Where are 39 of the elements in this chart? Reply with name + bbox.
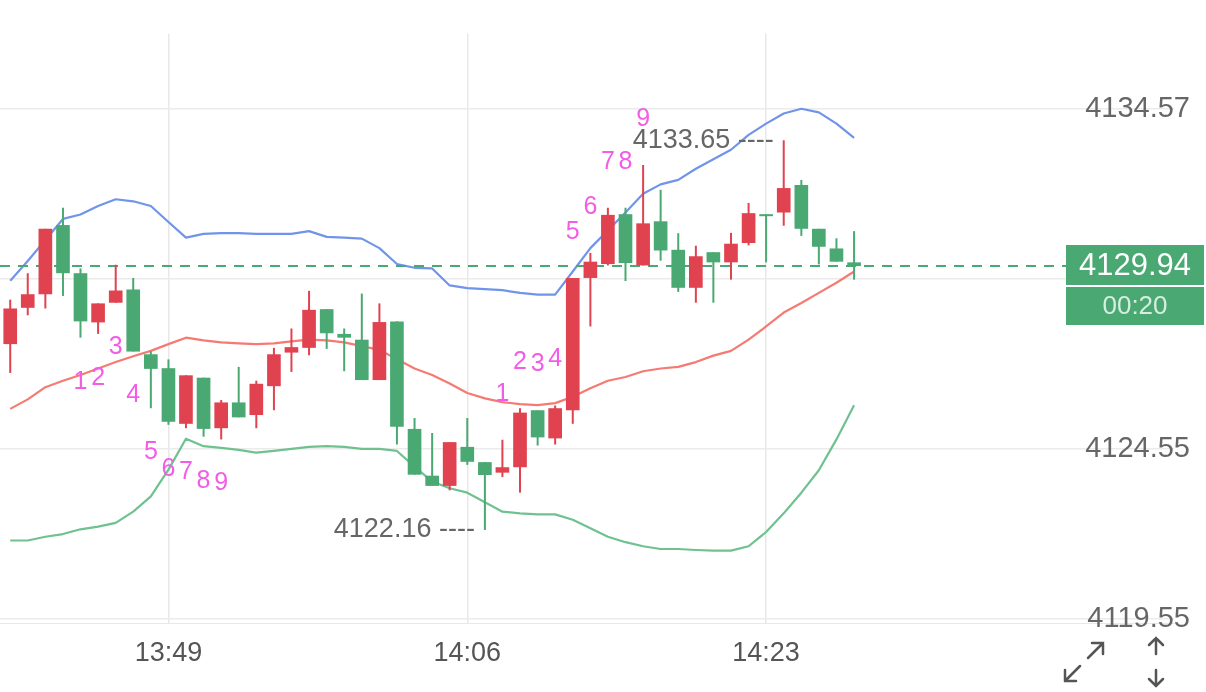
annotation: 8 xyxy=(618,145,633,174)
annotation: 8 xyxy=(196,464,211,493)
candlestick xyxy=(425,431,439,487)
candlestick xyxy=(583,251,598,328)
candlestick xyxy=(759,213,773,264)
candlestick xyxy=(495,438,510,479)
x-tick-label: 13:49 xyxy=(134,637,203,668)
candlestick xyxy=(478,461,492,531)
candlestick xyxy=(108,263,123,304)
candlestick xyxy=(144,350,158,410)
annotation: 00:20 xyxy=(1102,290,1168,321)
y-tick-label: 4134.57 xyxy=(1085,91,1190,124)
candlestick xyxy=(91,302,105,335)
annotation: 9 xyxy=(214,467,229,496)
x-tick-label: 14:23 xyxy=(732,637,800,668)
x-tick-label: 14:06 xyxy=(433,637,502,668)
annotation: 1 xyxy=(495,377,510,406)
annotation: 5 xyxy=(143,436,158,465)
candlestick xyxy=(231,365,246,419)
candlestick xyxy=(337,327,352,373)
annotation: 4122.16 ---- xyxy=(333,513,475,544)
candlestick xyxy=(724,231,738,281)
y-tick-label: 4124.55 xyxy=(1085,430,1190,463)
ref-line-label: 4129.94 xyxy=(1078,246,1192,282)
annotation: 6 xyxy=(583,190,598,219)
annotation: 2 xyxy=(91,361,106,390)
candlestick xyxy=(460,417,475,466)
candlestick xyxy=(284,327,299,373)
candlestick xyxy=(20,272,35,317)
annotation: 5 xyxy=(565,215,580,244)
annotation: 3 xyxy=(530,348,545,377)
annotation: 4 xyxy=(126,379,141,408)
annotation: 7 xyxy=(179,456,193,485)
annotation: 7 xyxy=(600,145,615,174)
y-tick-label: 4119.55 xyxy=(1087,600,1190,633)
annotation: 3 xyxy=(108,330,123,359)
annotation: 2 xyxy=(513,346,527,375)
annotation: 4 xyxy=(548,343,563,372)
candlestick xyxy=(829,237,844,263)
